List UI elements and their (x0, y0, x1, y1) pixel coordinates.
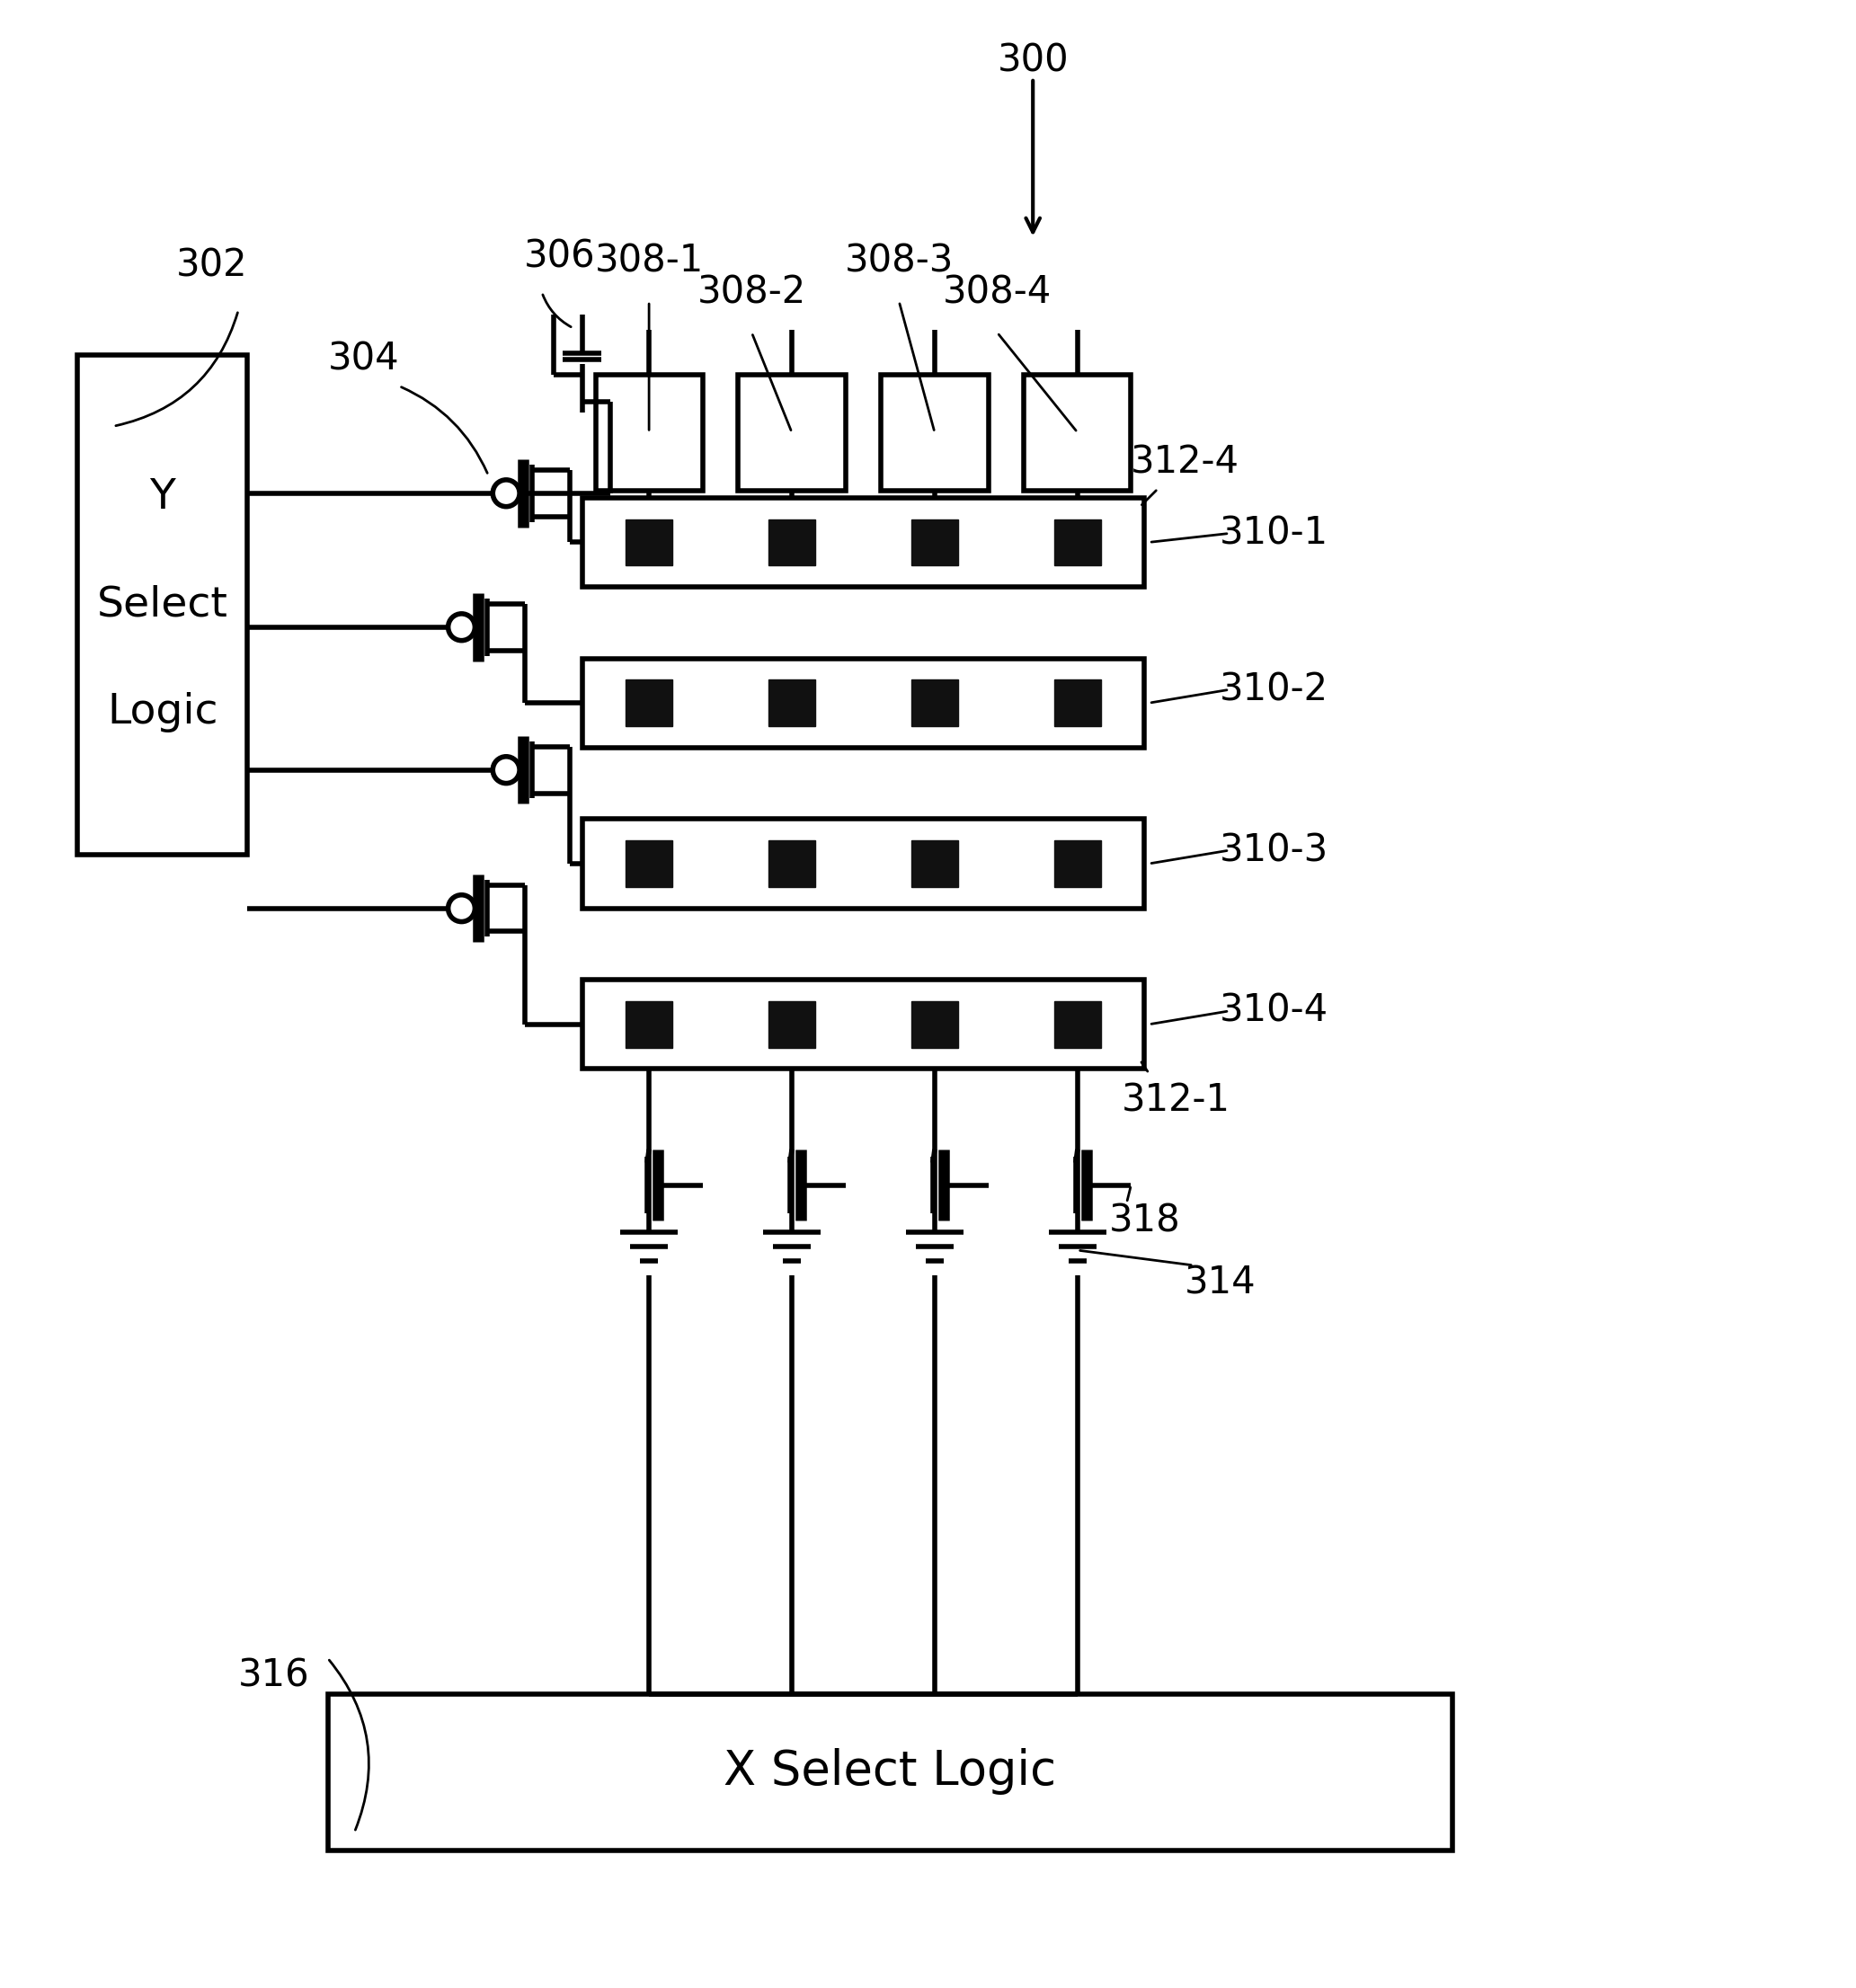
Text: 310-2: 310-2 (1219, 670, 1329, 708)
Text: 308-2: 308-2 (698, 274, 806, 312)
Bar (768, 1002, 815, 1048)
Circle shape (447, 895, 475, 922)
Text: 310-3: 310-3 (1219, 831, 1329, 869)
Bar (329, 1694, 1453, 1851)
Text: 308-3: 308-3 (844, 243, 954, 280)
Text: 312-1: 312-1 (1121, 1081, 1231, 1119)
Text: 306: 306 (523, 239, 596, 276)
Text: Logic: Logic (108, 692, 217, 732)
Bar (583, 658, 1145, 747)
Bar (739, 374, 846, 491)
Text: 300: 300 (997, 42, 1069, 80)
Text: 314: 314 (1184, 1264, 1257, 1302)
Bar (882, 374, 987, 491)
Text: 316: 316 (238, 1658, 310, 1696)
Circle shape (494, 479, 520, 507)
Bar (911, 680, 958, 726)
Bar (768, 680, 815, 726)
Bar (1054, 1002, 1101, 1048)
Bar (583, 497, 1145, 586)
Bar (1054, 680, 1101, 726)
Bar (625, 841, 672, 887)
Bar (1025, 374, 1130, 491)
Bar (625, 519, 672, 565)
Bar (911, 519, 958, 565)
Bar (583, 980, 1145, 1070)
Bar (911, 841, 958, 887)
Bar (78, 354, 247, 855)
Text: 310-4: 310-4 (1219, 992, 1329, 1030)
Bar (1054, 841, 1101, 887)
Text: 308-4: 308-4 (943, 274, 1052, 312)
Bar (768, 841, 815, 887)
Bar (1054, 519, 1101, 565)
Text: 312-4: 312-4 (1130, 443, 1240, 481)
Text: X Select Logic: X Select Logic (724, 1747, 1056, 1795)
Bar (625, 1002, 672, 1048)
Text: 318: 318 (1108, 1203, 1180, 1241)
Bar (583, 819, 1145, 909)
Bar (911, 1002, 958, 1048)
Text: Select: Select (97, 584, 228, 624)
Text: Y: Y (150, 477, 176, 519)
Text: 304: 304 (327, 340, 399, 378)
Circle shape (447, 614, 475, 640)
Circle shape (494, 757, 520, 783)
Bar (625, 680, 672, 726)
Bar (596, 374, 703, 491)
Text: 302: 302 (176, 247, 247, 284)
Text: 310-1: 310-1 (1219, 515, 1329, 553)
Text: 308-1: 308-1 (594, 243, 703, 280)
Bar (768, 519, 815, 565)
